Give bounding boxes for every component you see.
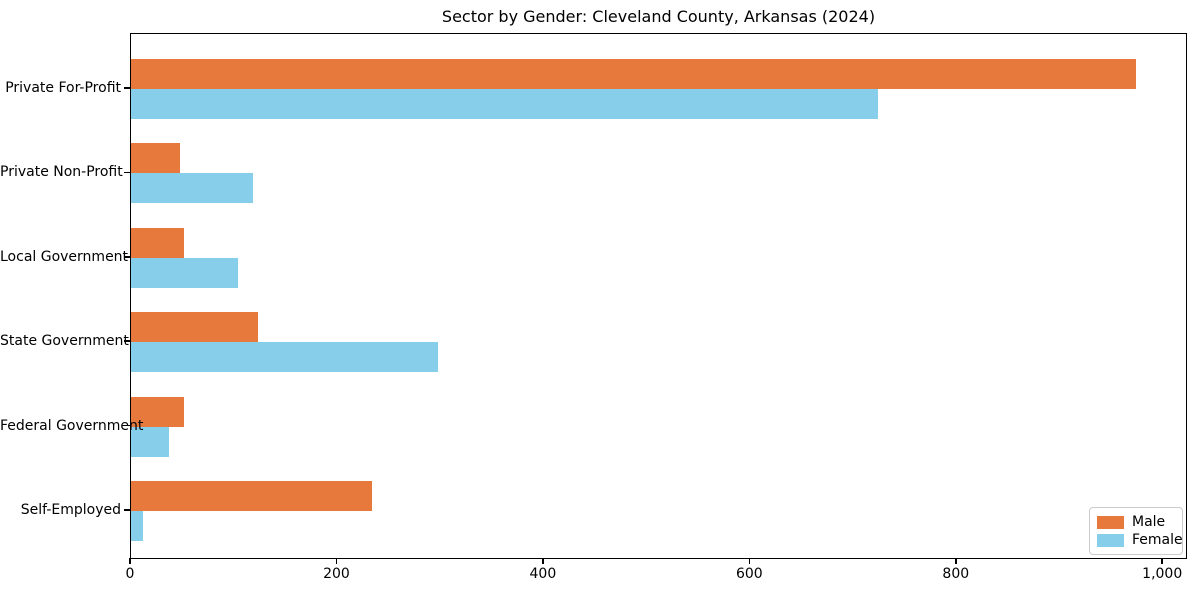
plot-area [130, 33, 1187, 559]
bar-female-3 [131, 342, 439, 373]
x-tick-mark [335, 558, 338, 564]
y-tick-label: Local Government [0, 248, 129, 265]
x-tick-mark [955, 558, 957, 564]
y-tick-label: Private Non-Profit [0, 164, 123, 181]
x-tick-label: 0 [125, 566, 135, 582]
x-tick-mark [129, 558, 131, 564]
bar-female-0 [131, 89, 878, 119]
bar-female-5 [131, 511, 144, 541]
bar-female-2 [131, 257, 239, 288]
y-tick-label: Private For-Profit [5, 80, 121, 96]
y-tick-mark [124, 424, 130, 427]
x-tick-label: 1,000 [1142, 566, 1183, 582]
bar-male-4 [131, 396, 184, 427]
bar-male-0 [131, 59, 1136, 89]
x-tick-label: 200 [323, 566, 350, 582]
y-tick-mark [124, 340, 130, 342]
legend: Male Female [1089, 507, 1183, 555]
x-tick-mark [542, 558, 544, 564]
x-tick-label: 400 [529, 566, 557, 582]
legend-label-male: Male [1132, 513, 1166, 530]
legend-item-female: Female [1097, 531, 1183, 549]
y-tick-mark [124, 256, 130, 258]
male-swatch-icon [1097, 515, 1124, 529]
bar-male-1 [131, 143, 181, 174]
y-tick-label: State Government [0, 333, 129, 350]
bar-male-3 [131, 312, 258, 343]
bar-male-2 [131, 227, 184, 258]
y-tick-mark [124, 171, 130, 174]
bar-female-4 [131, 426, 170, 457]
y-tick-mark [124, 87, 130, 89]
x-tick-mark [1161, 558, 1163, 564]
x-tick-label: 600 [735, 566, 763, 582]
legend-item-male: Male [1097, 513, 1174, 531]
legend-label-female: Female [1132, 531, 1183, 548]
y-tick-label: Federal Government [0, 417, 144, 434]
y-tick-label: Self-Employed [20, 502, 121, 518]
x-tick-mark [748, 558, 751, 564]
female-swatch-icon [1097, 533, 1124, 547]
x-tick-label: 800 [942, 566, 970, 582]
y-tick-mark [124, 509, 130, 511]
bar-male-5 [131, 481, 373, 511]
bar-female-1 [131, 173, 253, 204]
chart-title: Sector by Gender: Cleveland County, Arka… [441, 7, 876, 26]
